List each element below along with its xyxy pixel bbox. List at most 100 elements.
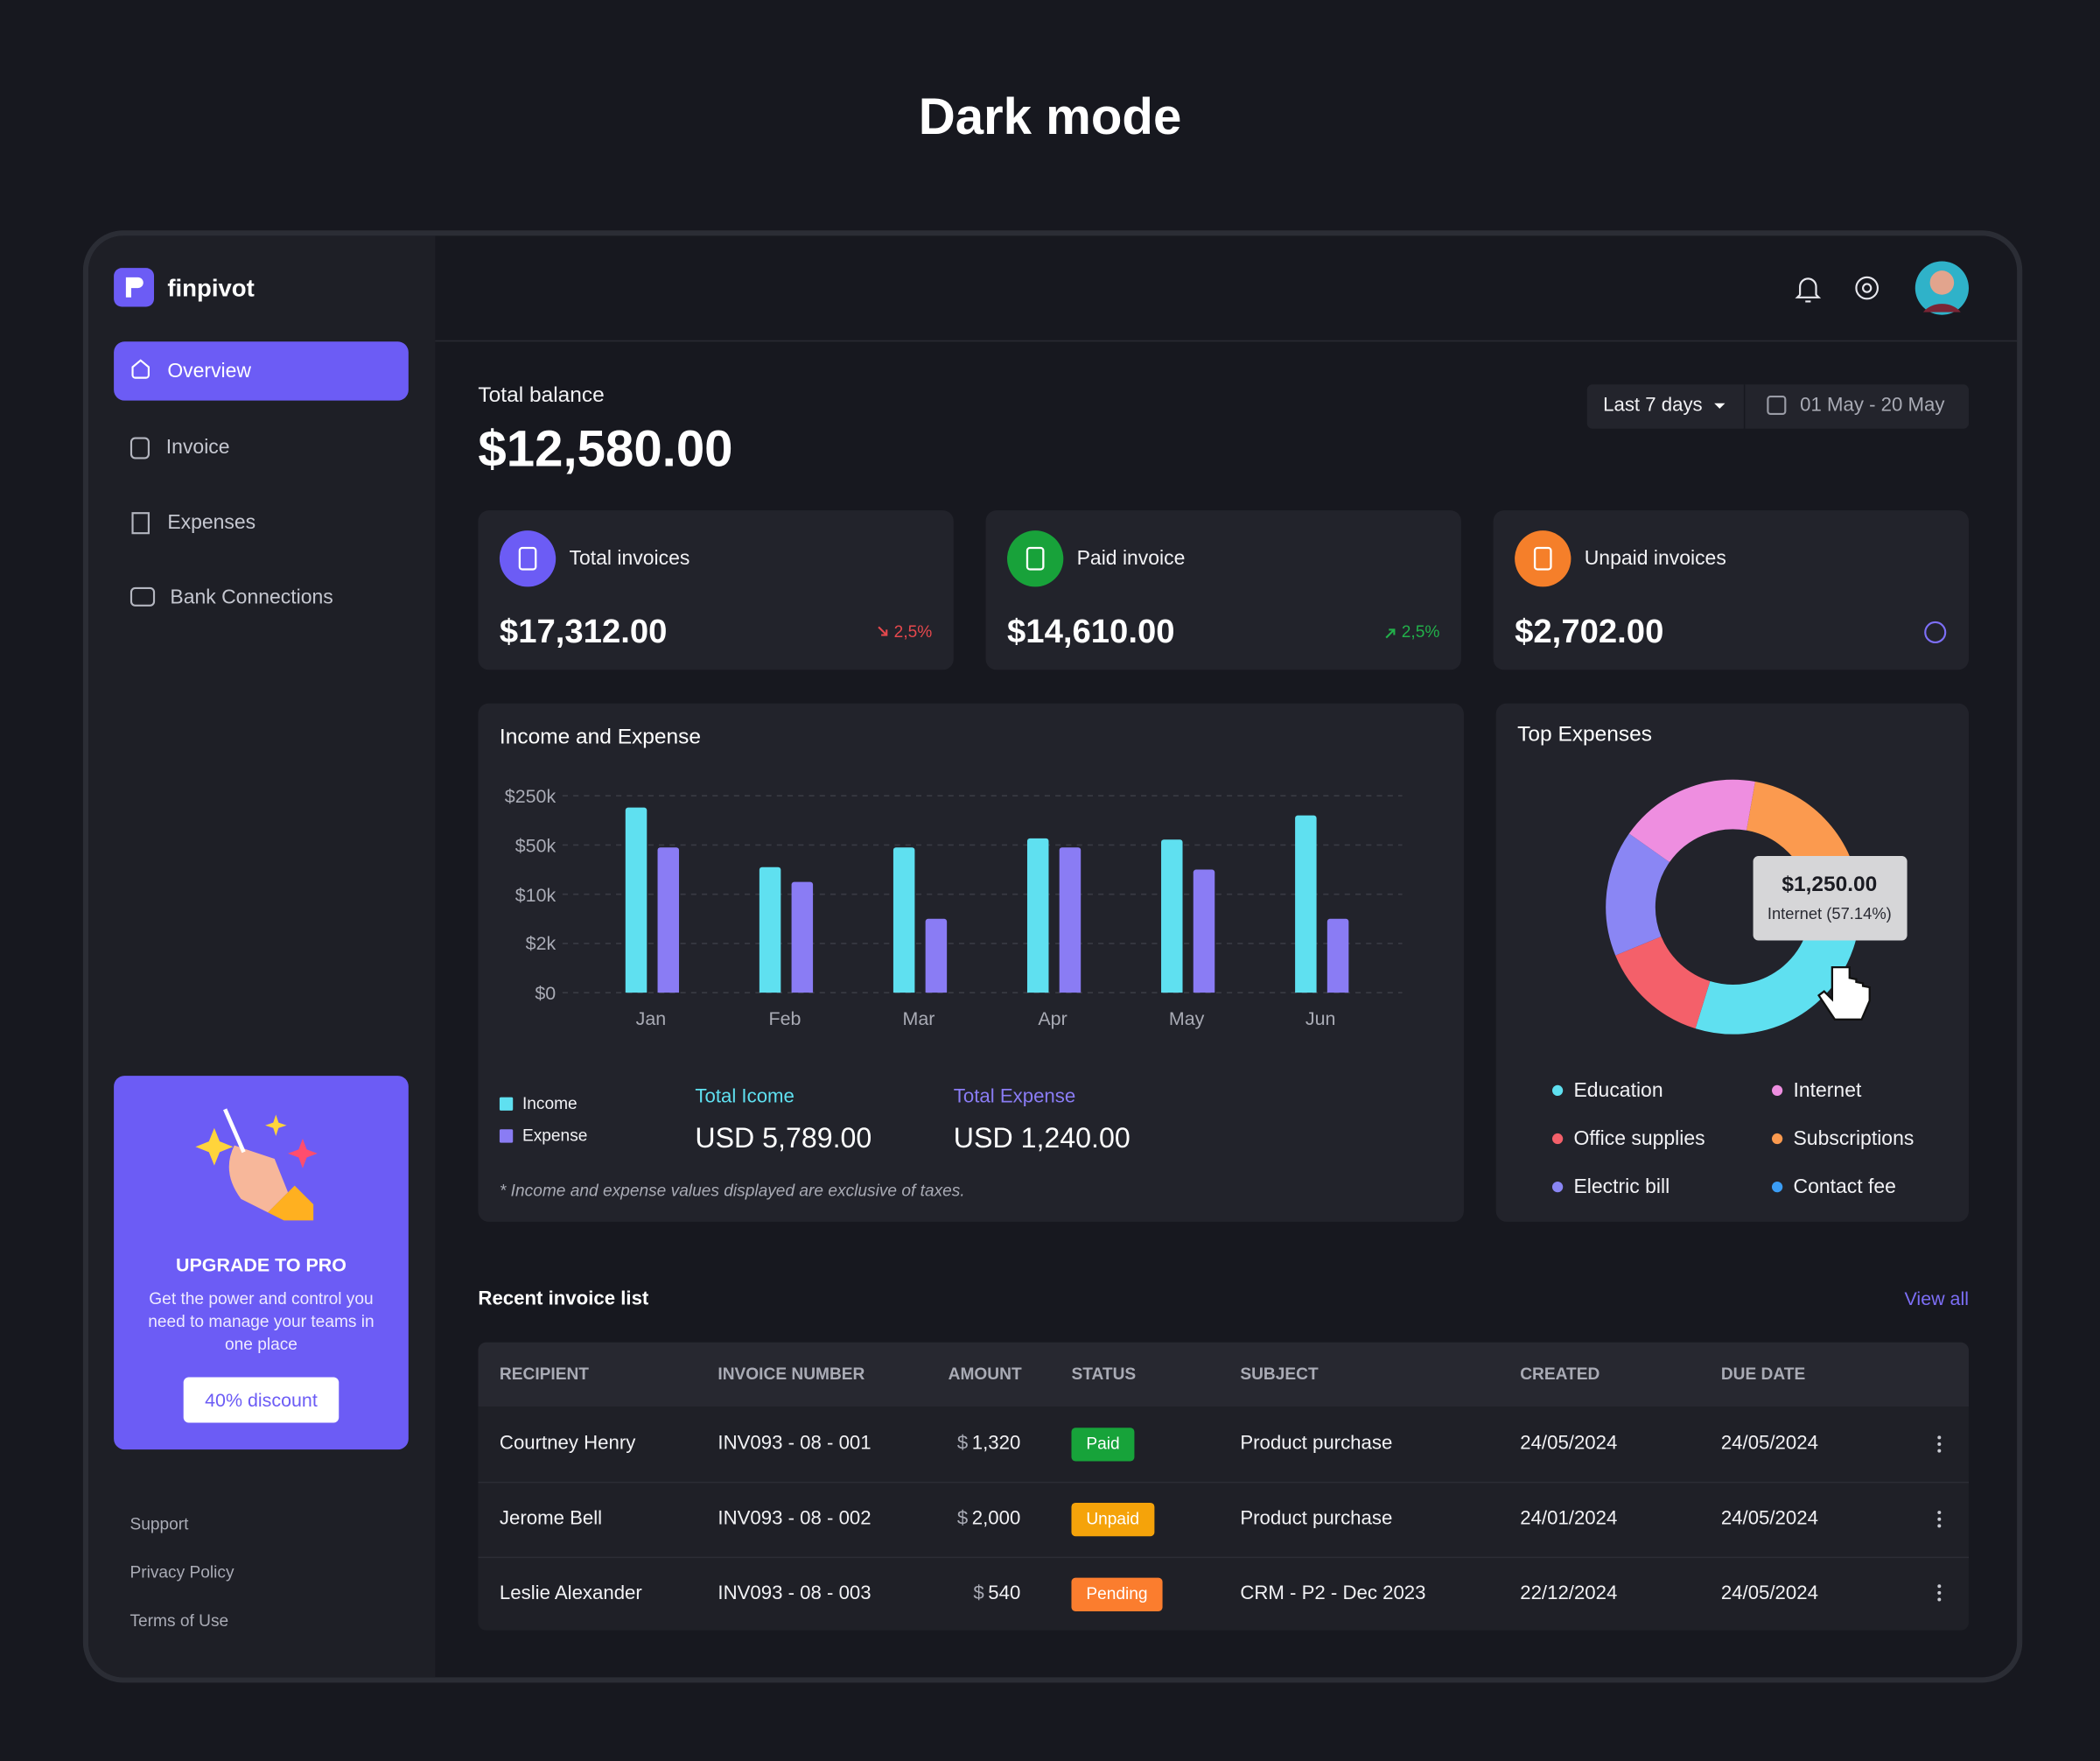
legend-label: Education: [1573, 1078, 1663, 1102]
column-header: AMOUNT: [948, 1365, 1022, 1384]
column-header: DUE DATE: [1720, 1365, 1806, 1384]
brand: finpivot: [167, 274, 255, 302]
kebab[interactable]: [1937, 1449, 1942, 1453]
cell: INV093 - 08 - 001: [718, 1433, 872, 1455]
bar: [1326, 918, 1349, 993]
icon-info: [1924, 621, 1947, 643]
kebab[interactable]: [1937, 1524, 1942, 1528]
bar: [1193, 869, 1215, 993]
y-tick-label: $50k: [514, 834, 556, 856]
cell: 22/12/2024: [1520, 1582, 1618, 1605]
chart-title: Top Expenses: [1517, 723, 1653, 747]
x-tick-label: Mar: [902, 1007, 935, 1029]
balance-value: $12,580.00: [478, 422, 733, 479]
promo-illustration: [195, 1108, 318, 1221]
status-badge: Pending: [1071, 1577, 1163, 1611]
nav-item[interactable]: Overview: [167, 359, 252, 382]
total-value: USD 5,789.00: [695, 1123, 872, 1154]
legend-label: Office supplies: [1573, 1127, 1705, 1151]
column-header: SUBJECT: [1240, 1365, 1319, 1384]
bar: [1059, 847, 1082, 993]
card: [478, 510, 954, 670]
promo-button[interactable]: [183, 1377, 340, 1423]
chart-title: Income and Expense: [499, 726, 702, 749]
filter-range[interactable]: Last 7 days: [1603, 395, 1703, 417]
cell: 24/05/2024: [1720, 1433, 1818, 1455]
x-tick-label: Feb: [768, 1007, 802, 1029]
sleeve: [268, 1185, 314, 1221]
x-tick-label: May: [1168, 1007, 1205, 1029]
cell: Courtney Henry: [499, 1433, 636, 1455]
kebab[interactable]: [1937, 1517, 1942, 1521]
kebab[interactable]: [1937, 1442, 1942, 1446]
icon-doc: [1533, 546, 1552, 571]
bar: [1026, 838, 1049, 993]
kebab[interactable]: [1937, 1590, 1942, 1595]
chart-note: * Income and expense values displayed ar…: [499, 1181, 965, 1201]
icon-doc: [1026, 546, 1045, 571]
icon-caret[interactable]: [1714, 403, 1726, 409]
total-label: Total Expense: [953, 1085, 1076, 1108]
bar: [1161, 839, 1183, 993]
cell: Jerome Bell: [499, 1508, 603, 1530]
nav-item[interactable]: Expenses: [167, 510, 256, 534]
promo-button-label[interactable]: 40% discount: [205, 1389, 318, 1411]
kebab[interactable]: [1937, 1584, 1942, 1589]
legend-dot: [1771, 1181, 1783, 1193]
icon-bell[interactable]: [1795, 277, 1822, 303]
view-all[interactable]: View all: [1904, 1287, 1969, 1309]
kebab[interactable]: [1937, 1597, 1942, 1602]
nav-item[interactable]: Bank Connections: [170, 586, 333, 609]
filter-dates[interactable]: 01 May - 20 May: [1800, 395, 1945, 417]
y-tick-label: $0: [535, 981, 556, 1004]
status-badge: Unpaid: [1071, 1502, 1154, 1536]
bar: [925, 918, 948, 993]
sparkle: [265, 1114, 287, 1136]
total-value: USD 1,240.00: [953, 1123, 1130, 1154]
legend-dot: [1771, 1084, 1783, 1097]
legend-dot: [1771, 1133, 1783, 1145]
card: [985, 510, 1461, 670]
nav-item[interactable]: Invoice: [165, 436, 230, 460]
filter-box[interactable]: [1586, 384, 1969, 429]
sparkle: [288, 1139, 318, 1168]
currency: $: [956, 1508, 969, 1530]
footer-link[interactable]: Support: [130, 1514, 189, 1534]
icon-settings-core: [1862, 283, 1872, 293]
cell: 1,320: [971, 1433, 1021, 1455]
pie-slice: [1628, 779, 1755, 863]
filter-divider: [1743, 384, 1746, 429]
bar: [791, 881, 814, 993]
kebab[interactable]: [1937, 1511, 1942, 1515]
cell: Product purchase: [1240, 1433, 1393, 1455]
page-title: Dark mode: [918, 89, 1182, 146]
bar: [892, 847, 915, 993]
card-label: Total invoices: [569, 547, 690, 571]
row-divider: [478, 1481, 1969, 1484]
footer-link[interactable]: Terms of Use: [130, 1610, 229, 1631]
x-tick-label: Jan: [635, 1007, 667, 1029]
legend-label: Internet: [1793, 1078, 1862, 1102]
footer-link[interactable]: Privacy Policy: [130, 1562, 234, 1582]
legend-swatch: [499, 1129, 514, 1143]
legend-label: Subscriptions: [1793, 1127, 1914, 1151]
card-change: 2,5%: [893, 622, 933, 642]
cell: 24/05/2024: [1520, 1433, 1618, 1455]
tooltip: [1753, 856, 1908, 941]
legend-label: Contact fee: [1793, 1175, 1896, 1199]
nav-active[interactable]: [114, 341, 409, 401]
cell: 2,000: [971, 1508, 1021, 1530]
card: [1493, 510, 1969, 670]
kebab[interactable]: [1937, 1435, 1942, 1440]
legend-label: Electric bill: [1573, 1175, 1670, 1199]
column-header: INVOICE NUMBER: [718, 1365, 865, 1384]
avatar-face: [1929, 270, 1955, 295]
cell: INV093 - 08 - 003: [718, 1582, 872, 1605]
sparkle: [195, 1127, 234, 1166]
legend-dot: [1551, 1084, 1564, 1097]
currency: $: [956, 1433, 969, 1455]
cell: Leslie Alexander: [499, 1582, 642, 1605]
icon-settings[interactable]: [1855, 276, 1879, 300]
icon-expenses: [131, 512, 150, 535]
